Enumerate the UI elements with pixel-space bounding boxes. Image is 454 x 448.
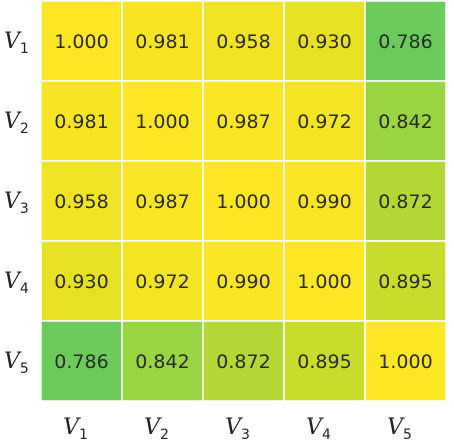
cell-value-r1-c1: 1.000 <box>54 31 108 53</box>
heatmap-cell-r2-c1 <box>40 80 123 162</box>
row-label-2: V2 <box>4 109 29 137</box>
heatmap-cell-r5-c2 <box>121 320 204 402</box>
cell-value-r4-c1: 0.930 <box>54 271 108 293</box>
cell-value-r5-c2: 0.842 <box>135 351 189 373</box>
heatmap-cell-r5-c3 <box>202 320 285 402</box>
heatmap-cell-r2-c5 <box>364 80 447 162</box>
heatmap-cell-r4-c1 <box>40 240 123 322</box>
heatmap-cell-r3-c2 <box>121 160 204 242</box>
column-label-1: V1 <box>63 415 88 443</box>
cell-value-r1-c2: 0.981 <box>135 31 189 53</box>
column-label-2: V2 <box>144 415 169 443</box>
cell-value-r3-c3: 1.000 <box>216 191 270 213</box>
cell-value-r2-c4: 0.972 <box>297 111 351 133</box>
heatmap-cell-r2-c3 <box>202 80 285 162</box>
cell-value-r2-c5: 0.842 <box>378 111 432 133</box>
column-label-4: V4 <box>306 415 331 443</box>
row-label-1: V1 <box>4 29 29 57</box>
cell-value-r4-c2: 0.972 <box>135 271 189 293</box>
heatmap-cell-r5-c1 <box>40 320 123 402</box>
cell-value-r5-c1: 0.786 <box>54 351 108 373</box>
heatmap-cell-r1-c1 <box>40 0 123 82</box>
heatmap-cell-r1-c3 <box>202 0 285 82</box>
cell-value-r1-c5: 0.786 <box>378 31 432 53</box>
heatmap-cell-r3-c4 <box>283 160 366 242</box>
cell-value-r3-c2: 0.987 <box>135 191 189 213</box>
cell-value-r3-c4: 0.990 <box>297 191 351 213</box>
cell-value-r3-c1: 0.958 <box>54 191 108 213</box>
row-label-5: V5 <box>4 349 29 377</box>
cell-value-r5-c3: 0.872 <box>216 351 270 373</box>
column-label-5: V5 <box>387 415 412 443</box>
cell-value-r4-c4: 1.000 <box>297 271 351 293</box>
cell-value-r1-c3: 0.958 <box>216 31 270 53</box>
heatmap-cell-r4-c5 <box>364 240 447 322</box>
cell-value-r4-c3: 0.990 <box>216 271 270 293</box>
heatmap-cell-r5-c5 <box>364 320 447 402</box>
cell-value-r1-c4: 0.930 <box>297 31 351 53</box>
column-axis-labels: V1 V2 V3 V4 V5 <box>63 415 412 443</box>
cell-value-r3-c5: 0.872 <box>378 191 432 213</box>
heatmap-cells <box>40 0 447 402</box>
row-label-4: V4 <box>4 269 29 297</box>
heatmap-cell-r4-c4 <box>283 240 366 322</box>
row-label-3: V3 <box>4 189 29 217</box>
cell-value-r2-c2: 1.000 <box>135 111 189 133</box>
cell-value-r2-c3: 0.987 <box>216 111 270 133</box>
column-label-3: V3 <box>225 415 250 443</box>
cell-value-r2-c1: 0.981 <box>54 111 108 133</box>
heatmap-cell-r4-c2 <box>121 240 204 322</box>
heatmap-value-labels: 1.000 0.981 0.958 0.930 0.786 0.981 1.000 0.987… <box>54 31 432 373</box>
cell-value-r5-c4: 0.895 <box>297 351 351 373</box>
heatmap-cell-r1-c2 <box>121 0 204 82</box>
heatmap-cell-r4-c3 <box>202 240 285 322</box>
cell-value-r4-c5: 0.895 <box>378 271 432 293</box>
cell-value-r5-c5: 1.000 <box>378 351 432 373</box>
row-axis-labels: V1 V2 V3 V4 V5 <box>4 29 29 377</box>
